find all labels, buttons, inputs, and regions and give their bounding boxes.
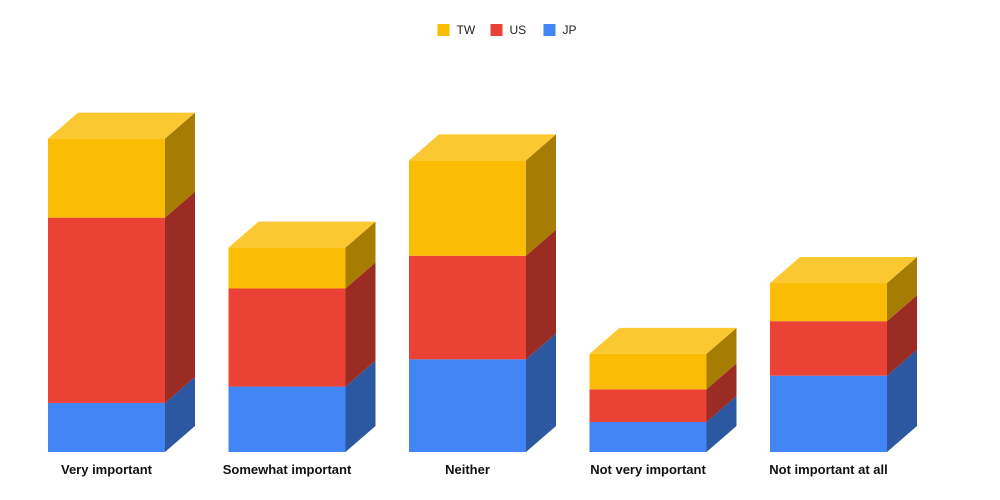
bar-very-important-tw-top bbox=[48, 112, 195, 139]
bar-neither-tw-top bbox=[409, 134, 556, 161]
bar-not-important-at-all-jp bbox=[770, 375, 887, 452]
bar-neither-us-side bbox=[526, 229, 556, 360]
bar-very-important-jp-side bbox=[165, 376, 195, 452]
legend-swatch bbox=[437, 24, 450, 36]
bar-stack-very-important bbox=[48, 112, 195, 452]
legend-label: US bbox=[510, 23, 527, 37]
bar-neither-tw-side bbox=[526, 134, 556, 256]
bar-somewhat-important-tw-top bbox=[228, 221, 376, 248]
bar-somewhat-important-jp bbox=[228, 386, 346, 452]
bar-somewhat-important-tw bbox=[228, 247, 346, 289]
legend-item-tw: TW bbox=[437, 23, 476, 37]
bar-somewhat-important-tw-side bbox=[345, 221, 376, 289]
bar-not-very-important-jp bbox=[589, 422, 707, 452]
bar-stack-not-important-at-all bbox=[770, 257, 917, 452]
bar-stack-somewhat-important bbox=[228, 221, 376, 452]
bar-not-important-at-all-jp-side bbox=[887, 349, 917, 452]
legend-swatch bbox=[490, 24, 503, 36]
bar-somewhat-important-us-side bbox=[345, 262, 376, 387]
bar-neither-us bbox=[409, 255, 526, 360]
bar-neither-tw bbox=[409, 160, 526, 256]
bar-not-very-important-us bbox=[589, 389, 707, 423]
legend-label: JP bbox=[563, 23, 577, 37]
bar-not-important-at-all-tw-side bbox=[887, 257, 917, 322]
bar-stack-not-very-important bbox=[589, 327, 737, 452]
x-tick-label: Not very important bbox=[590, 462, 706, 477]
bar-not-important-at-all-tw-top bbox=[770, 257, 917, 284]
plot-area bbox=[48, 112, 917, 452]
bar-not-important-at-all-tw bbox=[770, 283, 887, 322]
legend-item-jp: JP bbox=[543, 23, 577, 37]
legend-label: TW bbox=[457, 23, 476, 37]
bar-somewhat-important-us bbox=[228, 288, 346, 387]
bar-very-important-jp bbox=[48, 402, 165, 452]
bar-very-important-us bbox=[48, 217, 165, 403]
legend-item-us: US bbox=[490, 23, 527, 37]
bar-not-important-at-all-us bbox=[770, 321, 887, 376]
x-tick-label: Somewhat important bbox=[223, 462, 352, 477]
bar-not-very-important-tw bbox=[589, 353, 707, 390]
bar-neither-jp-side bbox=[526, 333, 556, 452]
bar-stack-neither bbox=[409, 134, 556, 452]
bar-not-very-important-us-side bbox=[706, 363, 737, 423]
bar-somewhat-important-jp-side bbox=[345, 360, 376, 452]
legend: TW US JP bbox=[437, 23, 577, 37]
bar-not-very-important-tw-side bbox=[706, 327, 737, 390]
bar-not-very-important-jp-side bbox=[706, 396, 737, 452]
bar-very-important-us-side bbox=[165, 191, 195, 403]
bar-neither-jp bbox=[409, 359, 526, 452]
x-axis-labels: Very important Somewhat important Neither N… bbox=[61, 462, 888, 477]
legend-swatch bbox=[543, 24, 556, 36]
bar-very-important-tw bbox=[48, 138, 165, 218]
bar-not-important-at-all-us-side bbox=[887, 295, 917, 376]
x-tick-label: Very important bbox=[61, 462, 153, 477]
x-tick-label: Not important at all bbox=[769, 462, 887, 477]
bar-not-very-important-tw-top bbox=[589, 327, 737, 354]
bar-very-important-tw-side bbox=[165, 112, 195, 218]
x-tick-label: Neither bbox=[445, 462, 490, 477]
